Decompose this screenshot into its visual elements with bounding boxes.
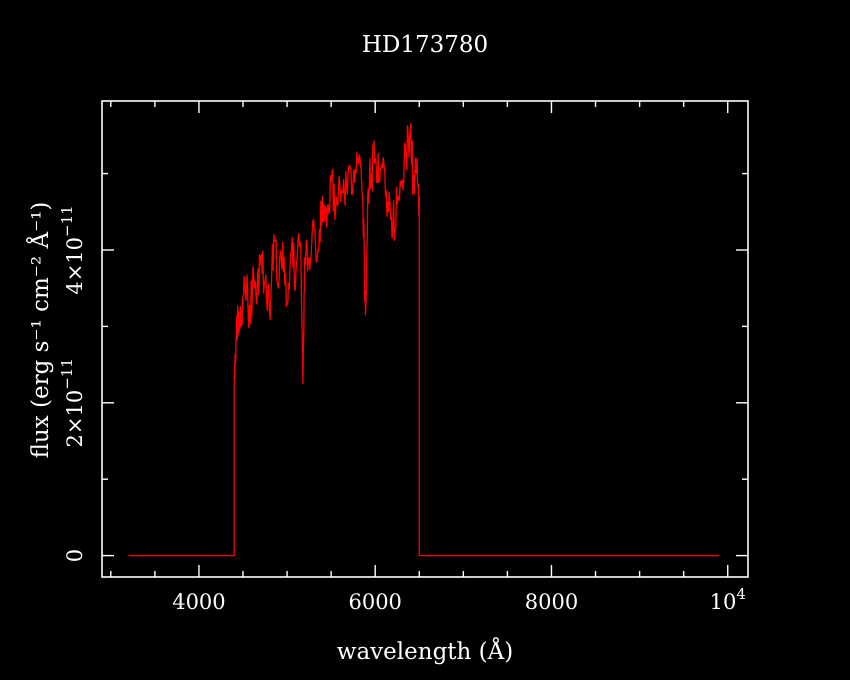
x-axis-label: wavelength (Å) <box>337 637 513 665</box>
x-tick-label: 6000 <box>348 590 401 614</box>
x-tick-label: 8000 <box>525 590 578 614</box>
spectrum-line <box>128 122 719 557</box>
y-axis-label: flux (erg s⁻¹ cm⁻² Å⁻¹) <box>26 202 54 459</box>
x-tick-label: 4000 <box>172 590 225 614</box>
axis-ticks <box>102 101 748 577</box>
plot-frame <box>101 100 749 578</box>
chart-title: HD173780 <box>362 32 488 58</box>
x-tick-labels: 4000 6000 8000 104 <box>172 585 746 614</box>
x-tick-label: 104 <box>710 585 746 614</box>
series-group <box>128 122 719 557</box>
y-tick-label: 0 <box>63 549 87 562</box>
